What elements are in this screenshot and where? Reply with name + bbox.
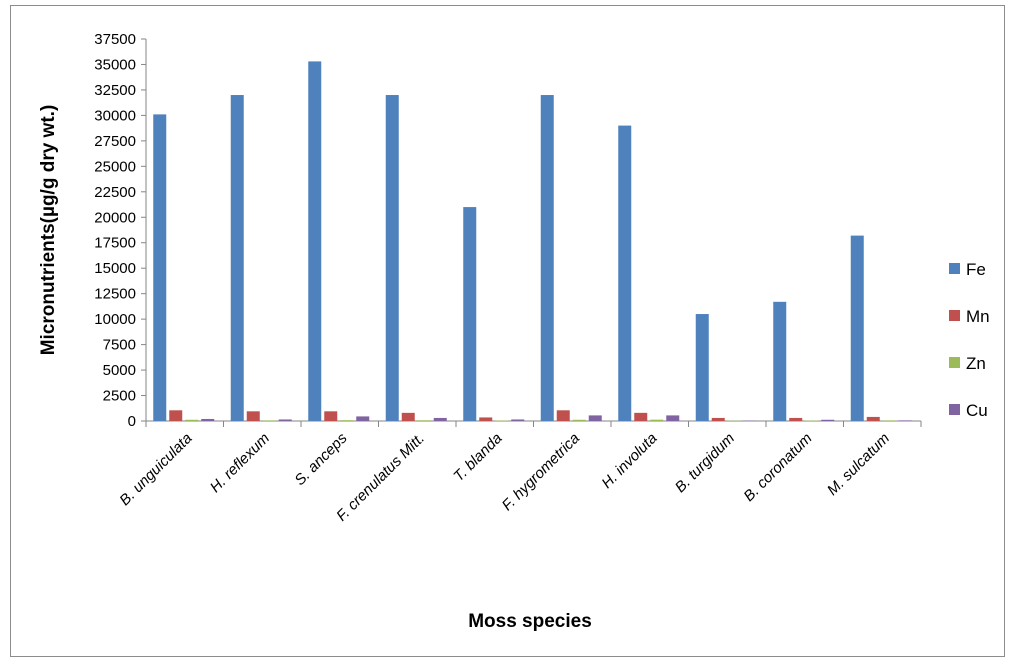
legend-swatch-fe [949, 263, 960, 274]
bar-cu [821, 419, 835, 421]
legend-swatch-zn [949, 357, 960, 368]
x-axis-title: Moss species [468, 611, 592, 632]
bar-mn [246, 411, 260, 421]
bar-fe [695, 314, 709, 421]
bar-mn [556, 410, 570, 421]
y-axis: 0 2500 5000 7500 10000 12500 15000 17500 20000 22… [94, 31, 147, 430]
bar-mn [866, 416, 880, 421]
y-axis-title: Micronutrients(µg/g dry wt.) [38, 105, 59, 356]
bar-mn [711, 417, 725, 421]
chart-frame: 0 2500 5000 7500 10000 12500 15000 17500 20000 22… [10, 5, 1005, 657]
bar-zn [417, 420, 431, 421]
y-tick-label: 22500 [94, 184, 136, 201]
bar-mn [401, 412, 415, 421]
bar-fe [153, 114, 167, 421]
y-tick-label: 27500 [94, 133, 136, 150]
x-category-label: T. blanda [450, 430, 505, 485]
bar-mn [789, 417, 803, 421]
x-category-label: S. anceps [291, 429, 351, 489]
bar-fe [463, 207, 477, 421]
bar-cu [511, 419, 525, 421]
legend-label-fe: Fe [966, 260, 986, 279]
legend-swatch-mn [949, 310, 960, 321]
bars [153, 61, 912, 421]
x-category-label: H. involuta [598, 430, 660, 492]
bar-fe [230, 95, 244, 421]
y-tick-label: 32500 [94, 82, 136, 99]
legend-label-mn: Mn [966, 307, 990, 326]
bar-cu [433, 417, 447, 421]
x-category-label: H. reflexum [207, 430, 273, 496]
y-tick-label: 10000 [94, 311, 136, 328]
bar-cu [898, 420, 912, 421]
legend: Fe Mn Zn Cu [949, 260, 990, 420]
bar-zn [185, 419, 199, 421]
x-category-label: B. coronatum [740, 430, 815, 505]
y-tick-label: 37500 [94, 31, 136, 48]
bar-mn [169, 410, 183, 421]
y-tick-label: 7500 [103, 337, 136, 354]
bar-cu [356, 416, 370, 421]
legend-label-zn: Zn [966, 354, 986, 373]
x-category-label: M. sulcatum [824, 430, 893, 499]
bar-zn [572, 419, 586, 421]
bar-cu [278, 419, 292, 421]
bar-fe [308, 61, 322, 421]
bar-chart: 0 2500 5000 7500 10000 12500 15000 17500 20000 22… [38, 31, 990, 632]
bar-fe [540, 95, 554, 421]
bar-zn [262, 420, 276, 421]
y-tick-label: 2500 [103, 388, 136, 405]
legend-swatch-cu [949, 404, 960, 415]
bar-cu [666, 415, 680, 421]
bar-zn [882, 420, 896, 421]
y-tick-label: 20000 [94, 209, 136, 226]
y-tick-label: 17500 [94, 235, 136, 252]
bar-fe [385, 95, 399, 421]
bar-mn [634, 412, 648, 421]
bar-mn [324, 411, 338, 421]
y-tick-label: 15000 [94, 260, 136, 277]
x-category-label: B. unguiculata [116, 430, 195, 509]
bar-fe [773, 301, 787, 421]
y-tick-label: 35000 [94, 56, 136, 73]
bar-fe [850, 235, 864, 421]
bar-mn [479, 417, 493, 421]
y-tick-label: 0 [128, 413, 136, 430]
bar-cu [201, 418, 215, 421]
y-tick-label: 12500 [94, 286, 136, 303]
bar-fe [618, 125, 632, 421]
y-tick-label: 25000 [94, 158, 136, 175]
y-tick-label: 5000 [103, 362, 136, 379]
y-tick-label: 30000 [94, 107, 136, 124]
bar-zn [650, 419, 664, 421]
bar-zn [340, 420, 354, 421]
legend-label-cu: Cu [966, 401, 988, 420]
bar-cu [588, 415, 602, 421]
x-category-label: B. turgidum [672, 430, 738, 496]
x-category-label: F. hygrometrica [499, 430, 583, 514]
